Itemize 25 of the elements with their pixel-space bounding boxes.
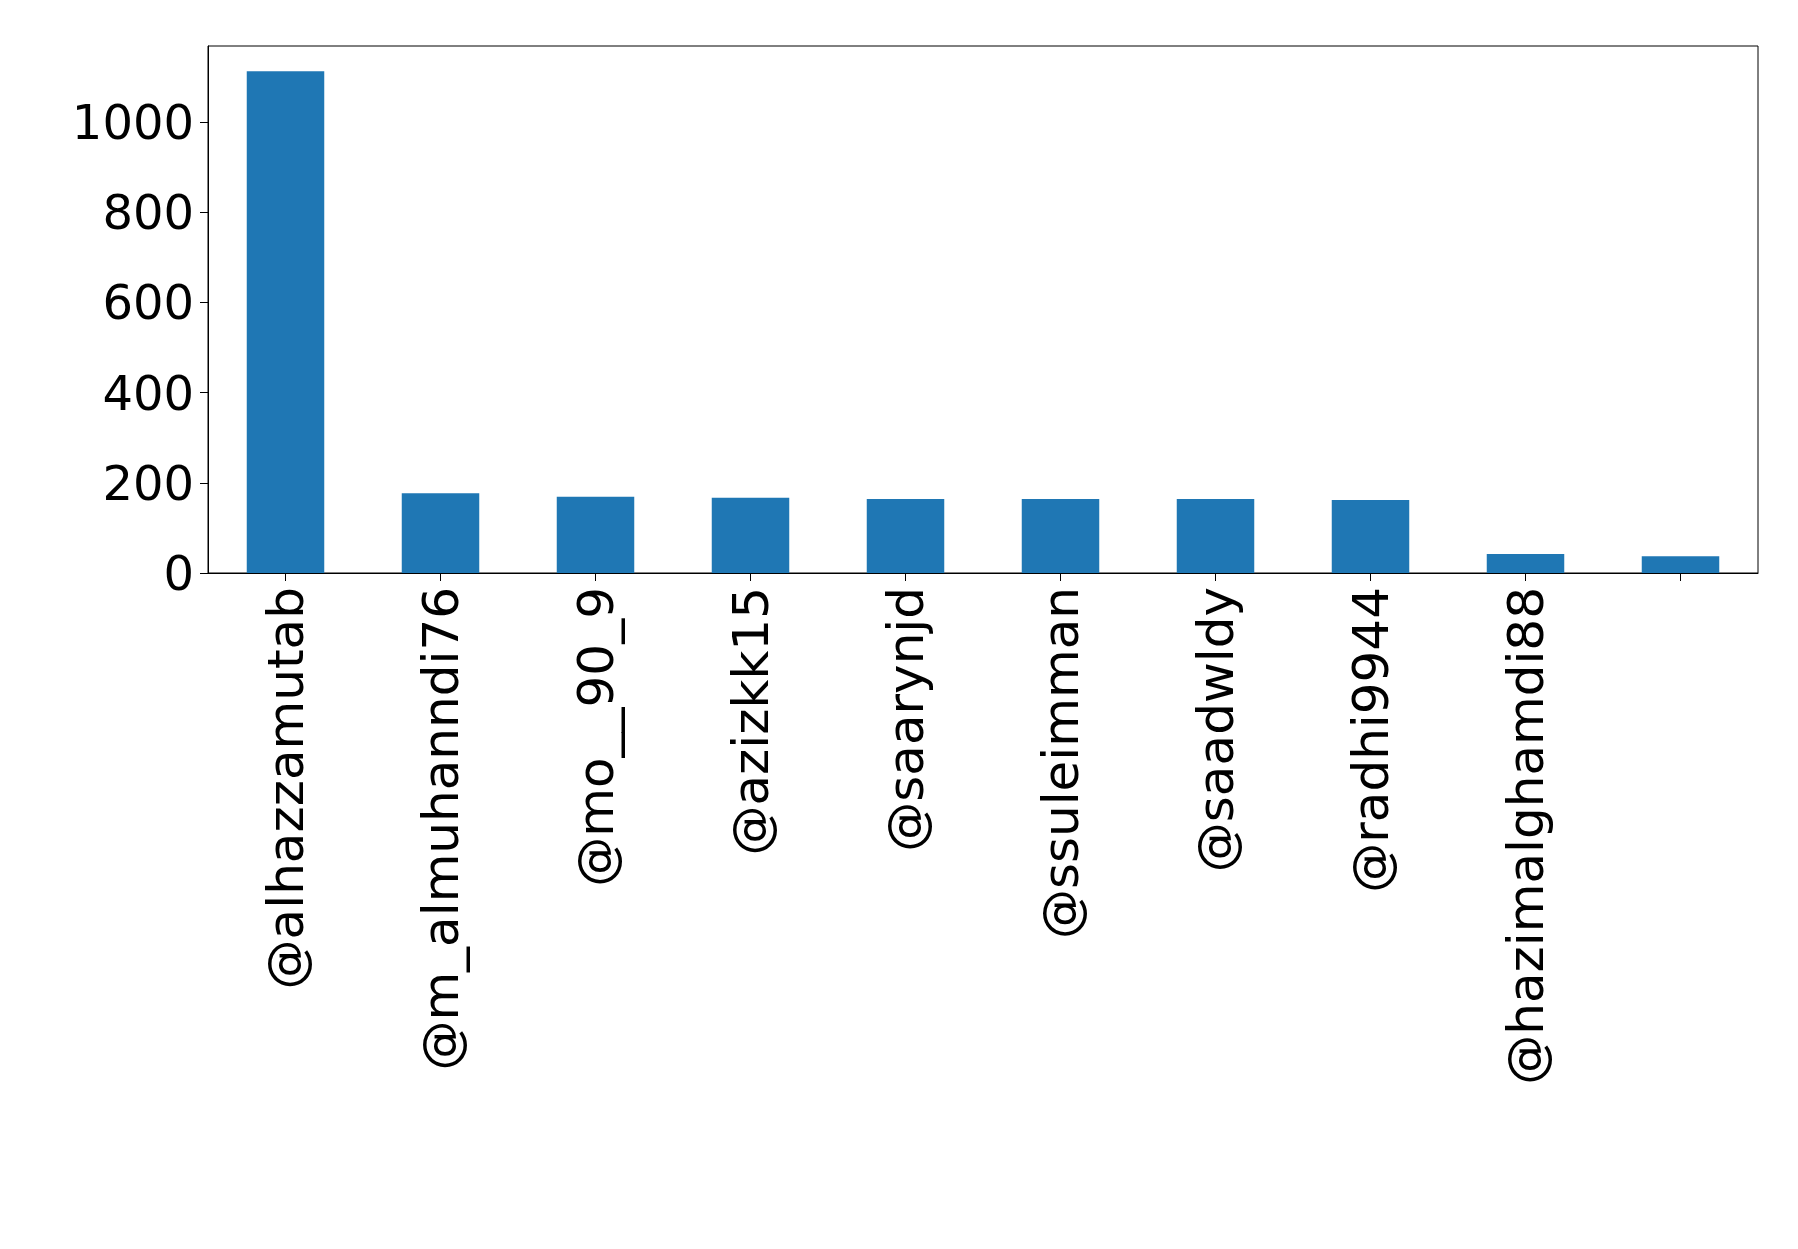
bar xyxy=(556,496,635,573)
bar xyxy=(1331,499,1410,573)
bar xyxy=(1641,556,1720,573)
y-tick-label: 1000 xyxy=(71,93,194,150)
bar xyxy=(1021,499,1100,573)
bar xyxy=(246,71,325,573)
x-tick-label: @ssuleimman xyxy=(1031,587,1090,940)
bar xyxy=(401,493,480,573)
x-tick-label: @alhazzamutab xyxy=(256,587,315,990)
x-tick-label: @radhi9944 xyxy=(1341,587,1400,893)
bar xyxy=(1176,499,1255,573)
y-tick-label: 0 xyxy=(163,545,194,601)
x-tick-label: @azizkk15 xyxy=(721,587,780,856)
x-tick-label: @mo__90_9 xyxy=(566,587,625,887)
x-tick-label: @saarynjd xyxy=(876,587,935,852)
bar xyxy=(711,497,790,573)
x-tick-label: @m_almuhanndi76 xyxy=(411,587,470,1071)
x-tick-label: @hazimalghamdi88 xyxy=(1496,587,1555,1085)
bar xyxy=(1486,554,1565,573)
bar xyxy=(866,499,945,573)
y-tick-label: 600 xyxy=(102,274,194,331)
y-tick-label: 200 xyxy=(102,454,194,511)
y-tick-label: 400 xyxy=(102,364,194,421)
x-tick-label: @saadwldy xyxy=(1186,587,1245,873)
y-tick-label: 800 xyxy=(102,184,194,241)
